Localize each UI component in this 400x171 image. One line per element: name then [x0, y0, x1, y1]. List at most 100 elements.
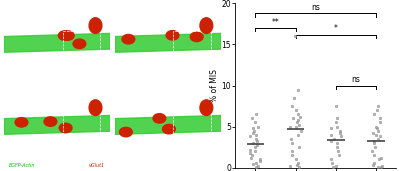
Polygon shape [4, 33, 110, 52]
Text: vGlut1: vGlut1 [88, 163, 104, 168]
Point [289, 142, 295, 144]
Point [295, 162, 302, 165]
Point [253, 113, 259, 116]
Point [289, 154, 296, 157]
Point [375, 165, 381, 168]
Point [296, 123, 302, 126]
Point [253, 165, 259, 168]
Y-axis label: % of MIS: % of MIS [210, 69, 219, 102]
Point [376, 158, 382, 161]
Point [254, 125, 261, 128]
Text: A: A [6, 5, 14, 15]
Point [329, 162, 336, 165]
Point [250, 132, 256, 134]
Point [254, 165, 261, 167]
Point [293, 109, 299, 111]
Point [290, 117, 296, 120]
Text: *: * [334, 24, 338, 33]
Point [296, 165, 302, 168]
Circle shape [162, 124, 175, 134]
Point [373, 125, 380, 128]
Bar [62, 31, 100, 55]
Point [334, 150, 341, 153]
Circle shape [120, 127, 132, 137]
Point [377, 121, 384, 124]
Circle shape [153, 114, 166, 123]
Point [294, 133, 301, 136]
Point [249, 154, 255, 157]
Point [373, 133, 380, 136]
Point [252, 150, 258, 153]
Circle shape [200, 100, 213, 115]
Bar [62, 113, 100, 137]
Point [295, 146, 302, 148]
Point [288, 105, 295, 107]
Point [370, 113, 377, 116]
Point [247, 148, 253, 151]
Text: Ctrl + Sfrp3: Ctrl + Sfrp3 [8, 91, 41, 96]
Circle shape [59, 123, 72, 133]
Point [376, 117, 383, 120]
Point [333, 142, 340, 144]
Circle shape [190, 32, 203, 42]
Point [336, 154, 342, 157]
Text: **: ** [272, 18, 279, 27]
Point [248, 117, 255, 120]
Point [251, 129, 258, 132]
Point [330, 165, 337, 168]
Point [247, 135, 253, 138]
Circle shape [200, 18, 213, 33]
Point [250, 142, 256, 144]
Point [294, 88, 301, 91]
Point [370, 132, 376, 134]
Point [333, 165, 339, 167]
Point [372, 146, 378, 148]
Point [252, 121, 258, 124]
Point [369, 150, 375, 153]
Point [378, 165, 384, 168]
Point [257, 160, 263, 162]
Point [287, 125, 293, 128]
Point [328, 158, 334, 161]
Text: EGFP-Actin: EGFP-Actin [8, 163, 35, 168]
Point [248, 156, 254, 159]
Point [291, 96, 297, 99]
Text: ns: ns [311, 3, 320, 12]
Point [292, 35, 298, 38]
Text: ns: ns [351, 75, 360, 84]
Point [375, 129, 381, 132]
Point [253, 133, 259, 136]
Point [334, 146, 340, 148]
Polygon shape [115, 115, 221, 134]
Circle shape [89, 18, 102, 33]
Point [295, 119, 301, 121]
Point [292, 125, 299, 128]
Bar [174, 31, 211, 55]
Circle shape [44, 117, 57, 126]
Circle shape [15, 118, 28, 127]
Circle shape [61, 31, 74, 40]
Point [374, 127, 380, 130]
Point [295, 113, 301, 116]
Bar [174, 113, 211, 137]
Point [378, 165, 385, 167]
Point [371, 140, 378, 143]
Text: cLTP: cLTP [119, 9, 131, 14]
Point [338, 135, 344, 138]
Point [294, 121, 300, 124]
Circle shape [58, 31, 71, 40]
Point [253, 137, 260, 140]
Point [333, 121, 340, 124]
Point [292, 158, 299, 161]
Circle shape [166, 31, 179, 40]
Point [337, 132, 343, 134]
Point [378, 156, 385, 159]
Point [332, 105, 339, 107]
Polygon shape [4, 115, 110, 134]
Point [377, 135, 384, 138]
Point [370, 164, 376, 167]
Point [374, 109, 380, 111]
Point [289, 150, 295, 153]
Point [257, 158, 263, 161]
Point [371, 154, 377, 157]
